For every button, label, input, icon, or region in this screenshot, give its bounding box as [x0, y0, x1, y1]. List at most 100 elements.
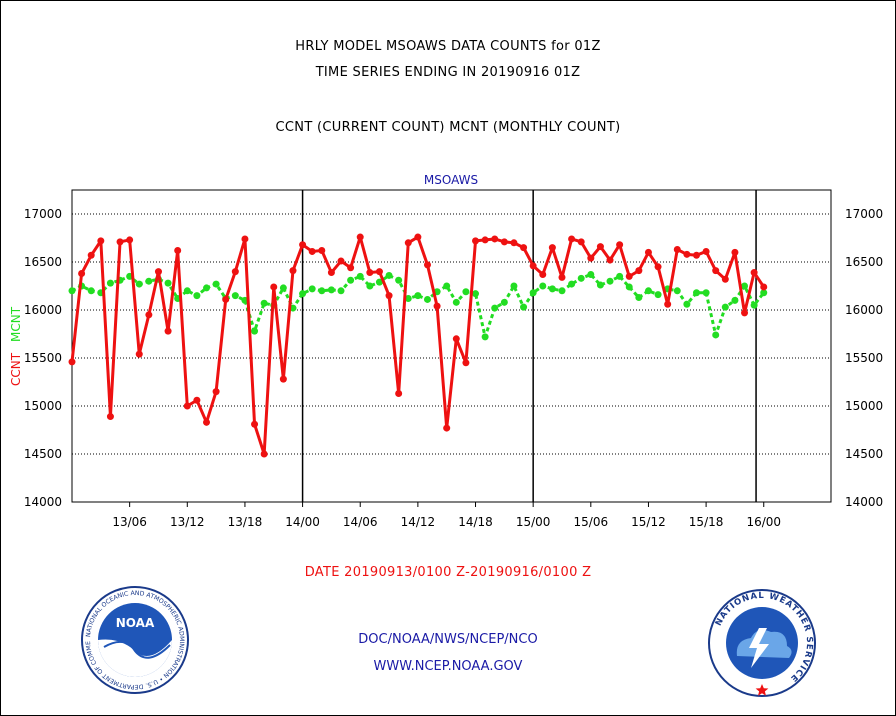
mcnt-point: [183, 287, 191, 295]
day-boundaries: [301, 190, 757, 502]
ccnt-point: [347, 264, 355, 272]
ccnt-point: [443, 424, 451, 432]
mcnt-point: [145, 277, 153, 285]
mcnt-point: [414, 292, 422, 300]
ccnt-point: [260, 450, 268, 458]
org-path-link[interactable]: DOC/NOAA/NWS/NCEP/NCO: [358, 632, 538, 647]
ccnt-point: [520, 244, 528, 252]
ccnt-point: [279, 375, 287, 383]
ccnt-point: [385, 292, 393, 300]
noaa-logo[interactable]: NOAA NATIONAL OCEANIC AND ATMOSPHERIC AD…: [78, 580, 190, 695]
mcnt-point: [87, 287, 95, 295]
mcnt-point: [510, 282, 518, 290]
mcnt-point: [635, 294, 643, 302]
y-tick-label-left: 16000: [24, 303, 62, 317]
mcnt-point: [481, 333, 489, 341]
ccnt-point: [203, 418, 211, 426]
mcnt-point: [472, 290, 480, 298]
chart-subtitle: CCNT (CURRENT COUNT) MCNT (MONTHLY COUNT…: [275, 120, 621, 135]
y-tick-label-right: 15500: [845, 351, 883, 365]
mcnt-point: [279, 284, 287, 292]
ccnt-point: [97, 237, 105, 245]
x-tick-label: 15/06: [574, 515, 609, 529]
ccnt-point: [731, 248, 739, 256]
nws-logo[interactable]: NATIONAL WEATHER SERVICE: [707, 588, 817, 698]
y-axis-label-ccnt: CCNT: [9, 352, 23, 386]
y-tick-label-left: 17000: [24, 207, 62, 221]
mcnt-point: [68, 287, 76, 295]
ccnt-point: [462, 359, 470, 367]
mcnt-point: [760, 289, 768, 297]
mcnt-point: [712, 331, 720, 339]
mcnt-point: [260, 299, 268, 307]
ccnt-point: [126, 236, 134, 244]
website-link[interactable]: WWW.NCEP.NOAA.GOV: [373, 659, 523, 674]
mcnt-point: [251, 327, 259, 335]
series-ccnt: [68, 233, 768, 458]
ccnt-point: [135, 350, 143, 358]
ccnt-point: [664, 300, 672, 308]
mcnt-point: [337, 287, 345, 295]
mcnt-point: [741, 282, 749, 290]
noaa-seal-icon: NOAA NATIONAL OCEANIC AND ATMOSPHERIC AD…: [78, 580, 189, 694]
chart-title-line1: HRLY MODEL MSOAWS DATA COUNTS for 01Z: [295, 39, 601, 54]
x-tick-label: 14/18: [458, 515, 493, 529]
mcnt-point: [299, 290, 307, 298]
ccnt-point: [87, 251, 95, 259]
ccnt-point: [423, 261, 431, 269]
mcnt-point: [644, 287, 652, 295]
mcnt-point: [404, 294, 412, 302]
date-range: DATE 20190913/0100 Z-20190916/0100 Z: [304, 565, 592, 580]
ccnt-point: [568, 235, 576, 243]
mcnt-point: [673, 287, 681, 295]
ccnt-point: [251, 420, 259, 428]
mcnt-point: [683, 300, 691, 308]
x-tick-label: 14/06: [343, 515, 378, 529]
ccnt-point: [404, 239, 412, 247]
ccnt-point: [587, 254, 595, 262]
chart-title-line2: TIME SERIES ENDING IN 20190916 01Z: [315, 65, 581, 80]
mcnt-point: [491, 304, 499, 312]
mcnt-point: [548, 285, 556, 293]
ccnt-point: [683, 250, 691, 258]
mcnt-point: [539, 282, 547, 290]
ccnt-point: [193, 396, 201, 404]
ccnt-point: [616, 241, 624, 249]
ccnt-point: [241, 235, 249, 243]
ccnt-point: [760, 283, 768, 291]
ccnt-point: [356, 233, 364, 241]
ccnt-point: [395, 390, 403, 398]
y-axis-labels: CCNT MCNT: [9, 306, 23, 386]
mcnt-point: [443, 282, 451, 290]
ccnt-point: [673, 246, 681, 254]
y-tick-label-right: 16000: [845, 303, 883, 317]
ccnt-point: [68, 358, 76, 366]
mcnt-point: [587, 270, 595, 278]
mcnt-point: [203, 284, 211, 292]
mcnt-point: [164, 279, 172, 287]
mcnt-point: [356, 272, 364, 280]
noaa-logo-text: NOAA: [116, 616, 155, 630]
mcnt-point: [558, 287, 566, 295]
ccnt-point: [106, 413, 114, 421]
mcnt-point: [606, 277, 614, 285]
y-tick-label-left: 14000: [24, 495, 62, 509]
x-axis-ticks: 13/06 13/12 13/18 14/00 14/06 14/12 14/18 15/00…: [112, 502, 781, 529]
ccnt-point: [750, 269, 758, 277]
ccnt-point: [654, 263, 662, 271]
mcnt-point: [568, 280, 576, 288]
mcnt-point: [721, 303, 729, 311]
ccnt-point: [299, 241, 307, 249]
ccnt-point: [375, 268, 383, 276]
mcnt-point: [212, 280, 220, 288]
ccnt-point: [702, 247, 710, 255]
mcnt-point: [750, 301, 758, 309]
mcnt-point: [577, 274, 585, 282]
mcnt-point: [423, 295, 431, 303]
ccnt-point: [154, 268, 162, 276]
ccnt-point: [491, 235, 499, 243]
mcnt-point: [452, 298, 460, 306]
mcnt-point: [385, 271, 393, 279]
ccnt-point: [183, 402, 191, 410]
ccnt-point: [548, 244, 556, 252]
